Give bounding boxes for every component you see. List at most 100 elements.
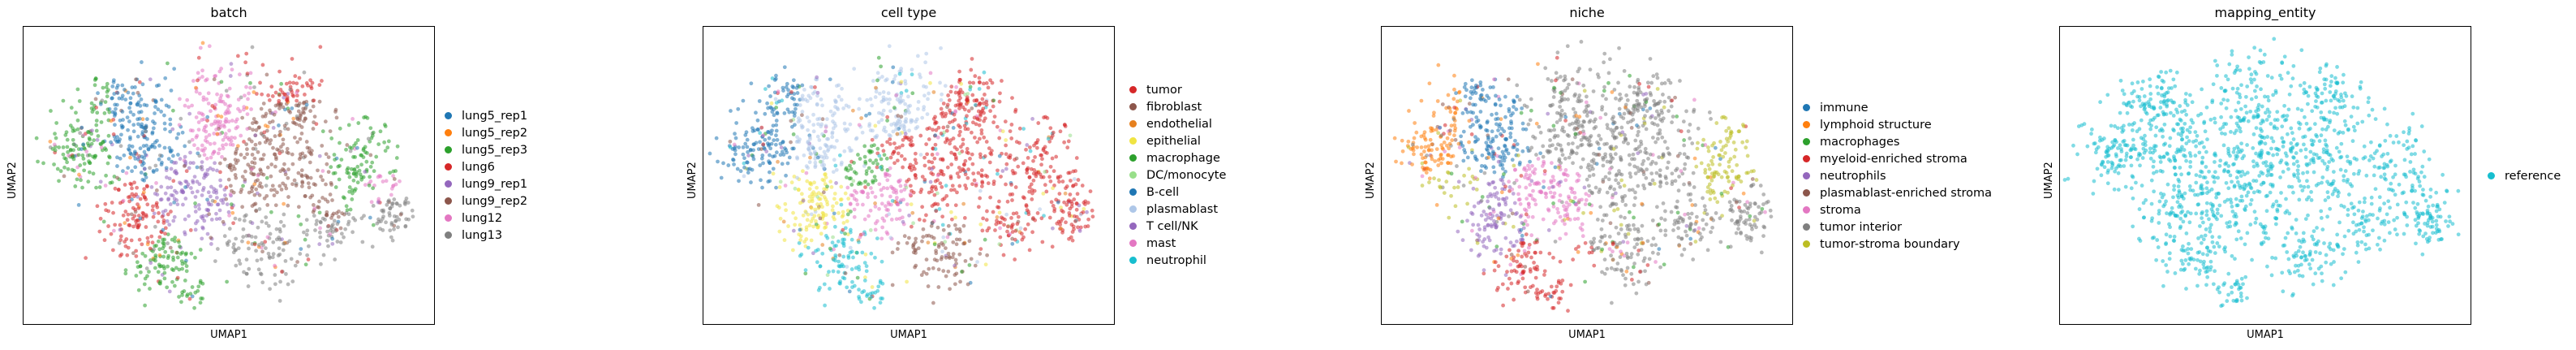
scatter-point [1631,265,1636,270]
scatter-point [170,108,175,113]
scatter-point [892,77,897,82]
scatter-point [371,186,375,191]
scatter-point [719,175,724,180]
scatter-point [988,195,992,200]
scatter-point [1626,108,1630,113]
scatter-point [133,165,138,170]
legend-marker [1129,205,1137,213]
scatter-point [1560,289,1565,294]
scatter-point [1502,213,1507,218]
scatter-point [303,116,307,121]
scatter-point [1739,179,1744,184]
scatter-point [889,123,894,127]
scatter-point [1054,154,1059,159]
scatter-point [281,105,286,110]
scatter-point [799,252,804,257]
scatter-point [1432,110,1436,115]
scatter-point [1641,183,1646,188]
scatter-point [1548,190,1553,195]
scatter-point [947,231,952,236]
scatter-point [1521,226,1526,231]
scatter-point [798,238,803,242]
scatter-point [131,224,135,229]
scatter-point [119,252,124,257]
scatter-point [244,142,249,146]
scatter-point [933,179,938,184]
scatter-point [200,143,204,148]
scatter-point [1611,242,1615,247]
scatter-point [1470,150,1474,155]
scatter-point [873,221,878,226]
scatter-point [958,145,963,149]
scatter-point [949,188,953,192]
scatter-point [1557,296,1562,300]
scatter-point [1587,174,1592,179]
scatter-point [92,83,97,88]
scatter-point [180,130,185,135]
scatter-point [228,142,233,147]
scatter-point [286,167,290,172]
scatter-point [1472,204,1477,209]
scatter-point [1427,81,1432,86]
scatter-point [1525,145,1530,150]
scatter-point [940,197,945,202]
scatter-point [1576,99,1580,104]
scatter-point [192,305,196,310]
scatter-point [763,137,768,142]
scatter-point [193,205,198,209]
scatter-point [1028,149,1033,153]
scatter-point [219,93,224,97]
scatter-point [974,184,978,188]
scatter-point [948,108,952,113]
scatter-point [1501,221,1506,226]
scatter-point [1641,93,1645,97]
scatter-point [317,153,322,158]
scatter-point [145,242,150,247]
scatter-point [756,203,761,207]
scatter-point [1646,84,1651,89]
scatter-point [1481,87,1485,92]
scatter-point [104,208,108,213]
scatter-point [1632,215,1636,220]
scatter-point [1609,300,1614,305]
scatter-point [1709,191,1713,196]
scatter-point [240,115,245,120]
scatter-point [1499,190,1504,195]
scatter-point [166,241,170,246]
scatter-point [836,239,841,244]
scatter-point [877,206,881,211]
scatter-point [307,146,312,150]
scatter-point [1551,205,1556,209]
scatter-point [1742,220,1746,225]
scatter-point [1592,263,1597,268]
scatter-point [190,137,195,142]
scatter-point [1736,223,1741,227]
scatter-point [326,170,331,175]
scatter-point [980,97,985,102]
scatter-point [1077,203,1082,208]
scatter-point [282,201,286,206]
scatter-point [242,218,247,223]
scatter-point [1568,152,1573,156]
scatter-point [1526,202,1531,206]
scatter-point [1523,219,1528,223]
scatter-point [279,81,284,86]
scatter-point [846,256,851,260]
scatter-point [1498,122,1503,127]
scatter-point [1615,267,1619,272]
scatter-point [1573,135,1577,140]
scatter-point [287,80,292,85]
scatter-point [286,282,290,287]
scatter-point [290,106,295,110]
scatter-point [282,241,286,246]
scatter-point [324,152,329,157]
scatter-point [1464,88,1469,93]
scatter-point [1715,200,1720,205]
scatter-point [991,210,996,214]
scatter-point [986,85,991,90]
scatter-point [1074,156,1079,160]
scatter-point [959,102,963,106]
scatter-point [77,172,81,177]
scatter-point [1520,233,1525,238]
scatter-point [1428,137,1433,142]
